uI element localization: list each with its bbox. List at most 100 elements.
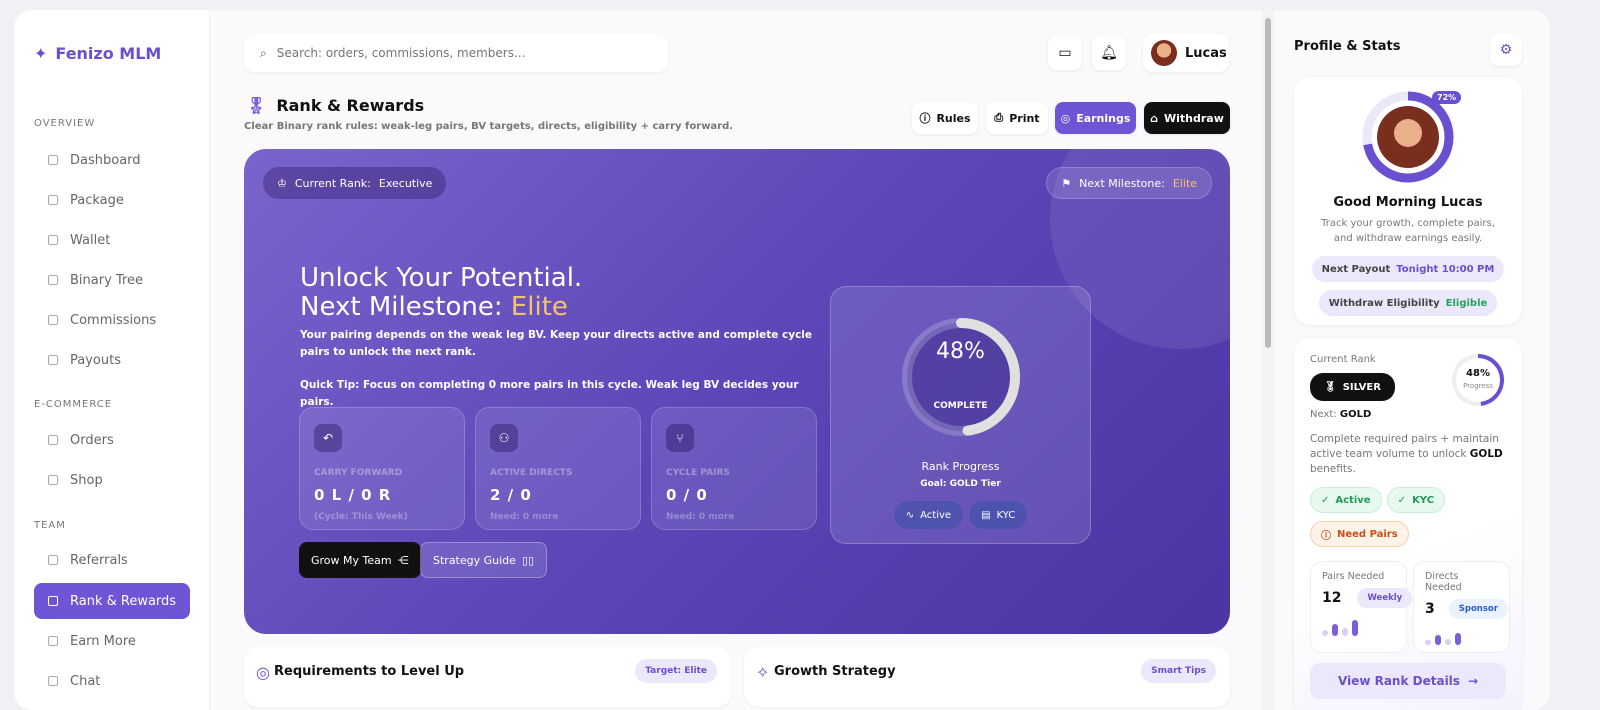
- profile-panel: Profile & Stats ⚙ 72% Good Morning Lucas…: [1276, 10, 1550, 710]
- binary-tree-icon: [48, 275, 58, 285]
- crown-icon: ♔: [277, 176, 287, 190]
- sparkle-icon: ✧: [756, 663, 770, 682]
- sparkle-icon: ✦: [34, 44, 48, 63]
- quick-tip: Quick Tip: Focus on completing 0 more pa…: [300, 379, 799, 408]
- page-title: 🎖︎ Rank & Rewards: [246, 96, 425, 115]
- pairs-needed-stat: Pairs Needed 12 Weekly: [1310, 561, 1413, 653]
- orders-icon: [48, 435, 58, 445]
- grow-team-button[interactable]: Grow My Team ⋲: [299, 542, 421, 578]
- rules-button[interactable]: ⓘ Rules: [912, 102, 978, 134]
- rank-description: Complete required pairs + maintain activ…: [1310, 433, 1503, 475]
- rank-progress-card: 48% COMPLETE Rank Progress Goal: GOLD Ti…: [830, 286, 1091, 544]
- search-bar[interactable]: ⌕: [244, 34, 668, 72]
- view-rank-details-button[interactable]: View Rank Details →: [1310, 663, 1506, 699]
- current-rank-pill: ♔ Current Rank: Executive: [263, 167, 447, 199]
- earnings-button[interactable]: ◎ Earnings: [1055, 102, 1136, 134]
- bank-icon: ⌂: [1150, 111, 1158, 125]
- share-icon: ⋲: [397, 553, 409, 567]
- id-card-icon: ▤: [981, 509, 991, 521]
- printer-icon: ⎙: [994, 111, 1004, 124]
- shop-icon: [48, 475, 58, 485]
- settings-button[interactable]: ⚙: [1490, 34, 1522, 66]
- sidebar-item-commissions[interactable]: Commissions: [34, 302, 190, 338]
- app: ✦ Fenizo MLM OVERVIEW Dashboard Package Wal…: [14, 10, 1550, 710]
- sidebar-item-dashboard[interactable]: Dashboard: [34, 142, 190, 178]
- progress-ring: [901, 318, 1020, 436]
- strategy-guide-button[interactable]: Strategy Guide ▯▯: [420, 542, 548, 578]
- next-milestone-pill: ⚑ Next Milestone: Elite: [1046, 167, 1212, 199]
- smart-tips-badge: Smart Tips: [1141, 659, 1216, 683]
- award-icon: 🎖︎: [246, 96, 267, 115]
- sidebar: ✦ Fenizo MLM OVERVIEW Dashboard Package Wal…: [14, 10, 210, 710]
- chat-icon: [48, 676, 58, 686]
- sidebar-item-rank-rewards[interactable]: Rank & Rewards: [34, 583, 190, 619]
- sidebar-item-referrals[interactable]: Referrals: [34, 542, 190, 578]
- stat-card: ⚇ ACTIVE DIRECTS 2 / 0 Need: 0 more: [475, 407, 641, 530]
- section-team: TEAM: [34, 520, 66, 531]
- chat-button[interactable]: ▭: [1048, 36, 1082, 70]
- need-pairs-tag: ⓘ Need Pairs: [1310, 521, 1409, 547]
- users-icon: ⚇: [490, 424, 518, 452]
- kyc-chip: ▤ KYC: [969, 501, 1028, 529]
- active-chip: ∿ Active: [893, 501, 964, 529]
- growth-strategy-card: ✧ Growth Strategy Smart Tips: [744, 647, 1230, 707]
- withdraw-eligibility-tag: Withdraw Eligibility Eligible: [1318, 290, 1498, 316]
- sidebar-item-chat[interactable]: Chat: [34, 663, 190, 699]
- package-icon: [48, 195, 58, 205]
- hero-headline: Unlock Your Potential. Next Milestone: El…: [300, 263, 583, 322]
- coins-icon: ◎: [1060, 111, 1071, 125]
- chat-icon: ▭: [1058, 45, 1072, 61]
- branch-icon: ⑂: [666, 424, 694, 452]
- avatar: [1151, 40, 1177, 66]
- rank-progress-ring: [1452, 354, 1504, 406]
- sidebar-item-package[interactable]: Package: [34, 182, 190, 218]
- undo-icon: ↶: [314, 424, 342, 452]
- print-button[interactable]: ⎙ Print: [986, 102, 1048, 134]
- earn-more-icon: [48, 636, 58, 646]
- active-tag: ✓ Active: [1310, 487, 1382, 513]
- sidebar-item-shop[interactable]: Shop: [34, 462, 190, 498]
- logo[interactable]: ✦ Fenizo MLM: [34, 44, 162, 63]
- sidebar-item-earn-more[interactable]: Earn More: [34, 623, 190, 659]
- page-subtitle: Clear Binary rank rules: weak-leg pairs,…: [244, 121, 734, 132]
- search-input[interactable]: [276, 46, 637, 60]
- gear-icon: ⚙: [1499, 42, 1513, 58]
- activity-icon: ∿: [905, 509, 915, 521]
- section-overview: OVERVIEW: [34, 118, 96, 129]
- medal-icon: 🏅︎: [1324, 381, 1337, 393]
- current-rank-card: Current Rank 🏅︎ SILVER Next: GOLD Complet…: [1294, 338, 1522, 710]
- book-icon: ▯▯: [521, 553, 535, 567]
- payouts-icon: [48, 355, 58, 365]
- next-payout-tag: Next Payout Tonight 10:00 PM: [1311, 256, 1505, 282]
- flag-icon: ⚑: [1061, 176, 1072, 190]
- directs-needed-stat: Directs Needed 3 Sponsor: [1413, 561, 1510, 653]
- profile-card: 72% Good Morning Lucas Track your growth…: [1294, 77, 1522, 325]
- stat-card: ⑂ CYCLE PAIRS 0 / 0 Need: 0 more: [651, 407, 817, 530]
- requirements-card: ◎ Requirements to Level Up Target: Elite: [244, 647, 731, 707]
- hero-description: Your pairing depends on the weak leg BV.…: [300, 327, 820, 411]
- arrow-right-icon: →: [1467, 674, 1478, 688]
- scrollbar[interactable]: [1262, 10, 1274, 710]
- kyc-tag: ✓ KYC: [1386, 487, 1446, 513]
- sidebar-item-wallet[interactable]: Wallet: [34, 222, 190, 258]
- bell-icon: 🔔︎: [1100, 45, 1118, 61]
- info-icon: ⓘ: [919, 112, 931, 125]
- hero-banner: ♔ Current Rank: Executive ⚑ Next Milestone:…: [244, 149, 1230, 634]
- search-icon: ⌕: [260, 45, 267, 60]
- sidebar-item-orders[interactable]: Orders: [34, 422, 190, 458]
- wallet-icon: [48, 235, 58, 245]
- stat-card: ↶ CARRY FORWARD 0 L / 0 R (Cycle: This Week…: [299, 407, 465, 530]
- commissions-icon: [48, 315, 58, 325]
- withdraw-button[interactable]: ⌂ Withdraw: [1144, 102, 1230, 134]
- sidebar-item-binary-tree[interactable]: Binary Tree: [34, 262, 190, 298]
- sidebar-item-payouts[interactable]: Payouts: [34, 342, 190, 378]
- rank-badge: 🏅︎ SILVER: [1310, 373, 1395, 401]
- scrollbar-thumb[interactable]: [1265, 18, 1271, 348]
- notifications-button[interactable]: 🔔︎: [1092, 36, 1126, 70]
- profile-ring: [1362, 91, 1454, 183]
- section-ecommerce: E-COMMERCE: [34, 399, 113, 410]
- user-menu[interactable]: Lucas: [1143, 34, 1229, 72]
- rank-rewards-icon: [48, 596, 58, 606]
- target-badge: Target: Elite: [635, 659, 717, 683]
- target-icon: ◎: [256, 663, 270, 682]
